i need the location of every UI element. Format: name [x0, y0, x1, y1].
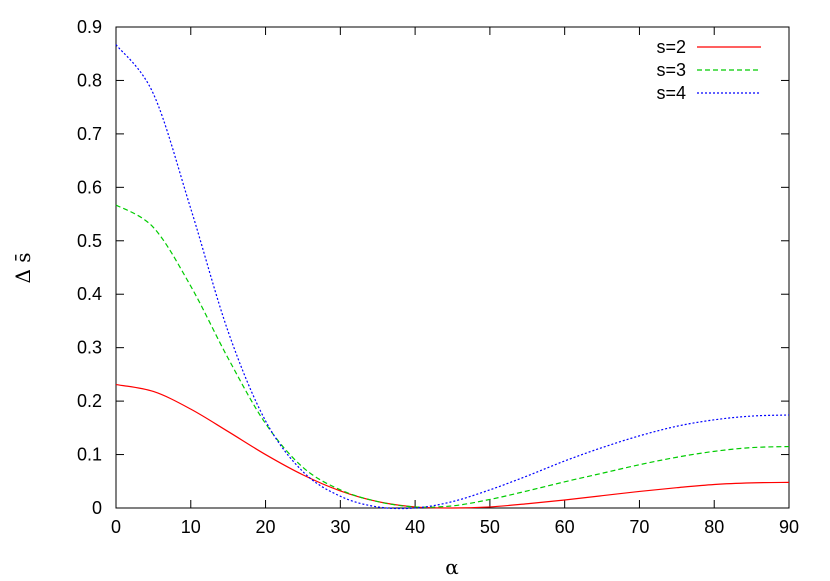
x-tick-label: 30 [330, 517, 350, 537]
x-tick-label: 0 [111, 517, 121, 537]
legend: s=2 s=3 s=4 [656, 37, 761, 103]
y-tick-label: 0.8 [77, 70, 102, 90]
y-tick-label: 0.9 [77, 17, 102, 37]
x-tick-label: 20 [256, 517, 276, 537]
y-tick-label: 0.5 [77, 231, 102, 251]
y-axis-ticks: 0 0.1 0.2 0.3 0.4 0.5 0.6 0.7 0.8 0.9 [77, 17, 789, 518]
x-tick-label: 50 [480, 517, 500, 537]
y-tick-label: 0.3 [77, 338, 102, 358]
x-tick-label: 10 [181, 517, 201, 537]
plot-frame [115, 26, 790, 509]
legend-label: s=4 [656, 83, 686, 103]
x-tick-label: 90 [779, 517, 799, 537]
x-tick-label: 70 [629, 517, 649, 537]
y-tick-label: 0.4 [77, 284, 102, 304]
series-line-s=3 [115, 204, 790, 508]
legend-label: s=3 [656, 60, 686, 80]
y-tick-label: 0.7 [77, 124, 102, 144]
x-tick-label: 60 [555, 517, 575, 537]
series-lines [115, 44, 790, 510]
x-tick-label: 40 [405, 517, 425, 537]
y-tick-label: 0 [92, 498, 102, 518]
y-tick-label: 0.2 [77, 391, 102, 411]
y-axis-label: Δ s̄ [11, 252, 35, 283]
x-axis-label: α [445, 555, 459, 579]
series-line-s=4 [115, 44, 790, 510]
x-tick-label: 80 [704, 517, 724, 537]
x-axis-ticks: 0 10 20 30 40 50 60 70 80 90 [111, 27, 799, 537]
legend-label: s=2 [656, 37, 686, 57]
y-tick-label: 0.1 [77, 445, 102, 465]
series-line-s=2 [115, 383, 790, 509]
y-tick-label: 0.6 [77, 177, 102, 197]
